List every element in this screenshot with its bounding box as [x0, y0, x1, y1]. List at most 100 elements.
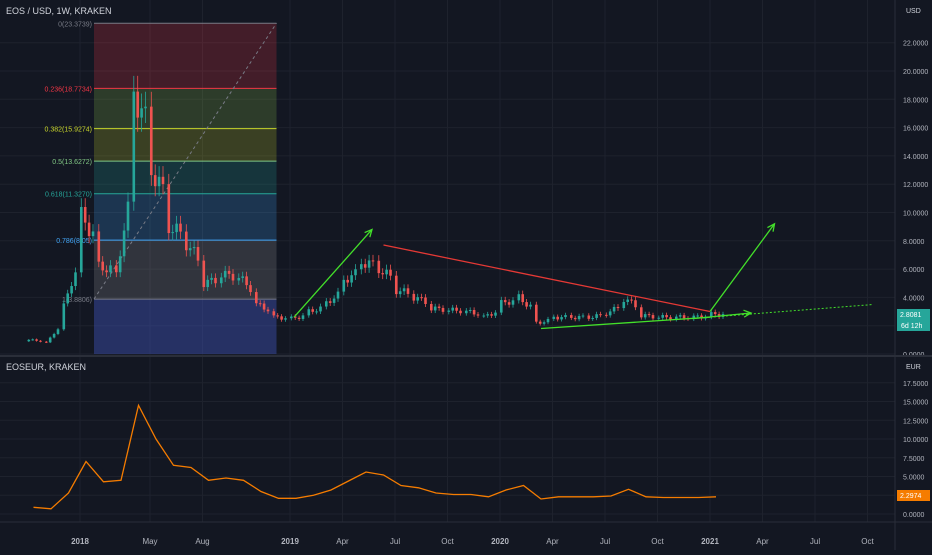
candle-body [616, 306, 620, 309]
candle-body [682, 315, 686, 319]
candle-body [346, 279, 349, 283]
candle-body [241, 276, 244, 278]
candle-body [276, 315, 279, 317]
candle-body [66, 293, 69, 304]
breakout-arrow-head [767, 222, 776, 232]
candle-body [678, 315, 682, 317]
main-chart-title: EOS / USD, 1W, KRAKEN [6, 6, 112, 16]
time-tick-label: 2020 [491, 537, 509, 546]
candle-body [503, 300, 507, 303]
candle-body [608, 311, 612, 316]
candle-body [80, 207, 83, 273]
candle-body [31, 339, 34, 341]
candle-body [669, 317, 672, 320]
time-axis[interactable]: 2018 May Aug 2019 Apr Jul Oct 2020 Apr Jul Oct 2021… [71, 537, 874, 546]
support-extension [709, 303, 874, 318]
candle-body [45, 341, 48, 343]
rally-arrow-2019-head [364, 228, 373, 238]
candle-body [546, 318, 550, 323]
eur-tick-label: 7.5000 [903, 456, 925, 463]
countdown-label: 6d 12h [901, 323, 923, 330]
support-arrow-head [743, 309, 753, 318]
candle-body [661, 315, 664, 318]
candle-body [105, 270, 108, 273]
rally-arrow-2019 [293, 229, 373, 318]
candle-body [206, 279, 209, 288]
candle-body [455, 307, 458, 311]
time-tick-label: Oct [651, 537, 664, 546]
candle-body [395, 275, 398, 295]
candle-body [377, 260, 381, 274]
trend-drawings[interactable] [293, 222, 874, 330]
candle-body [262, 303, 266, 310]
candle-body [385, 269, 388, 275]
candle-body [97, 231, 101, 262]
candle-body [577, 316, 581, 320]
eur-tick-label: 5.0000 [903, 475, 925, 482]
fib-level-label: 0(23.3739) [58, 21, 92, 28]
candle-body [122, 230, 126, 257]
candle-body [249, 285, 252, 293]
candle-body [525, 302, 528, 307]
candle-body [564, 315, 567, 318]
candle-body [350, 275, 353, 283]
candle-body [451, 307, 454, 311]
candle-body [52, 333, 56, 338]
candle-body [132, 91, 136, 202]
candle-body [332, 298, 336, 303]
fib-level-label: 0.382(15.9274) [45, 127, 92, 134]
currency-label-eur: EUR [906, 364, 921, 371]
candle-body [237, 277, 241, 281]
eur-tick-label: 10.0000 [903, 437, 928, 444]
candle-body [640, 307, 643, 318]
candle-body [482, 315, 486, 317]
fib-band [94, 299, 277, 354]
candle-body [231, 273, 235, 281]
currency-label-usd: USD [906, 8, 921, 15]
candle-body [48, 337, 52, 343]
price-tick-label: 18.0000 [903, 97, 928, 104]
downtrend-line [383, 244, 711, 313]
candle-body [56, 329, 60, 334]
candle-body [185, 231, 188, 251]
candle-body [657, 317, 661, 319]
grid-lines [0, 0, 895, 522]
candle-body [328, 301, 332, 303]
candle-body [360, 264, 363, 270]
candle-body [692, 315, 696, 319]
last-price-label: 2.8081 [900, 312, 922, 319]
candle-body [529, 304, 532, 307]
candle-body [447, 310, 451, 312]
support-arrow [692, 312, 752, 320]
candle-body [202, 260, 206, 288]
price-tick-label: 4.0000 [903, 295, 925, 302]
price-tick-label: 20.0000 [903, 69, 928, 76]
candle-body [651, 315, 655, 319]
candle-body [398, 291, 402, 295]
candle-body [416, 297, 419, 301]
candle-body [612, 306, 616, 312]
price-tick-label: 16.0000 [903, 126, 928, 133]
candle-body [227, 270, 231, 274]
eur-last-price-badge [897, 490, 930, 501]
candle-body [153, 175, 157, 187]
candle-body [710, 312, 713, 317]
candle-body [245, 276, 248, 286]
candle-body [402, 288, 406, 292]
eoseur-line [33, 403, 717, 510]
eosusd-candles [27, 75, 725, 344]
candle-body [476, 314, 480, 316]
candle-body [196, 247, 200, 261]
candle-body [167, 184, 171, 234]
candle-body [62, 303, 66, 330]
candle-body [494, 312, 497, 316]
fib-band [94, 128, 277, 162]
candle-body [307, 309, 311, 316]
candle-body [157, 176, 161, 187]
candle-body [412, 293, 416, 301]
candle-body [325, 301, 328, 307]
candle-body [179, 223, 182, 232]
